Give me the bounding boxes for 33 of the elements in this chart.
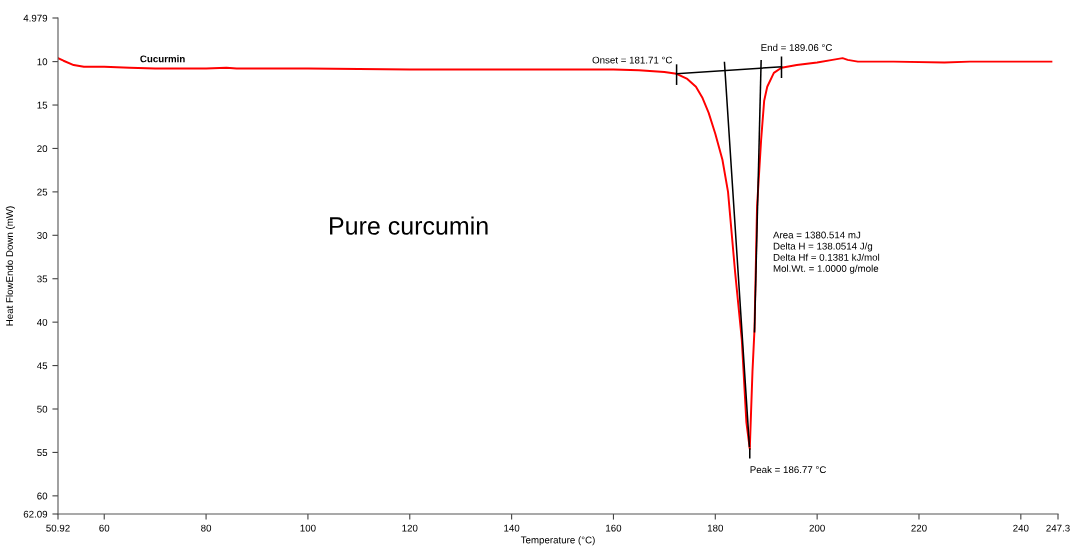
x-tick-label: 220 — [911, 524, 927, 532]
y-axis-title: Heat FlowEndo Down (mW) — [5, 206, 15, 326]
annotation: Peak = 186.77 °C — [750, 465, 826, 474]
y-tick-label: 60 — [37, 492, 48, 500]
y-tick-label: 62.09 — [23, 510, 48, 518]
y-tick-label: 10 — [37, 58, 48, 66]
x-tick-label: 180 — [707, 524, 724, 532]
x-tick-label: 80 — [201, 524, 212, 532]
annotation: Onset = 181.71 °C — [592, 56, 673, 64]
y-tick-label: 20 — [37, 145, 48, 153]
annotation: Pure curcumin — [330, 216, 488, 235]
y-tick-label: 15 — [37, 101, 48, 109]
y-tick-label: 30 — [37, 232, 48, 239]
x-tick-label: 120 — [402, 524, 418, 532]
x-tick-label: 140 — [504, 524, 520, 532]
x-tick-label: 160 — [606, 524, 622, 532]
x-tick-label: 247.3 — [1046, 524, 1070, 532]
y-tick-label: 35 — [37, 275, 48, 283]
y-tick-label: 45 — [36, 362, 48, 370]
y-tick-label: 55 — [37, 449, 48, 457]
annotation: Area = 1380.514 mJ Delta H = 138.0514 J/g Delta Hf = 0.1381 kJ/mol Mol.Wt. = 1.0000 g/mole — [773, 231, 880, 274]
y-tick-label: 50 — [37, 405, 48, 413]
y-tick-label: 4.979 — [23, 14, 48, 22]
y-tick-label: 25 — [37, 188, 48, 196]
annotation: End = 189.06 °C — [761, 43, 833, 52]
x-tick-label: 100 — [300, 524, 316, 532]
y-tick-label: 40 — [36, 318, 48, 326]
series-label: Cucurmin — [140, 55, 185, 63]
x-tick-label: 60 — [99, 524, 110, 532]
x-tick-label: 200 — [809, 524, 825, 532]
x-tick-label: 240 — [1013, 524, 1029, 532]
x-axis-title: Temperature (°C) — [520, 536, 595, 546]
x-tick-label: 50.92 — [46, 524, 70, 532]
